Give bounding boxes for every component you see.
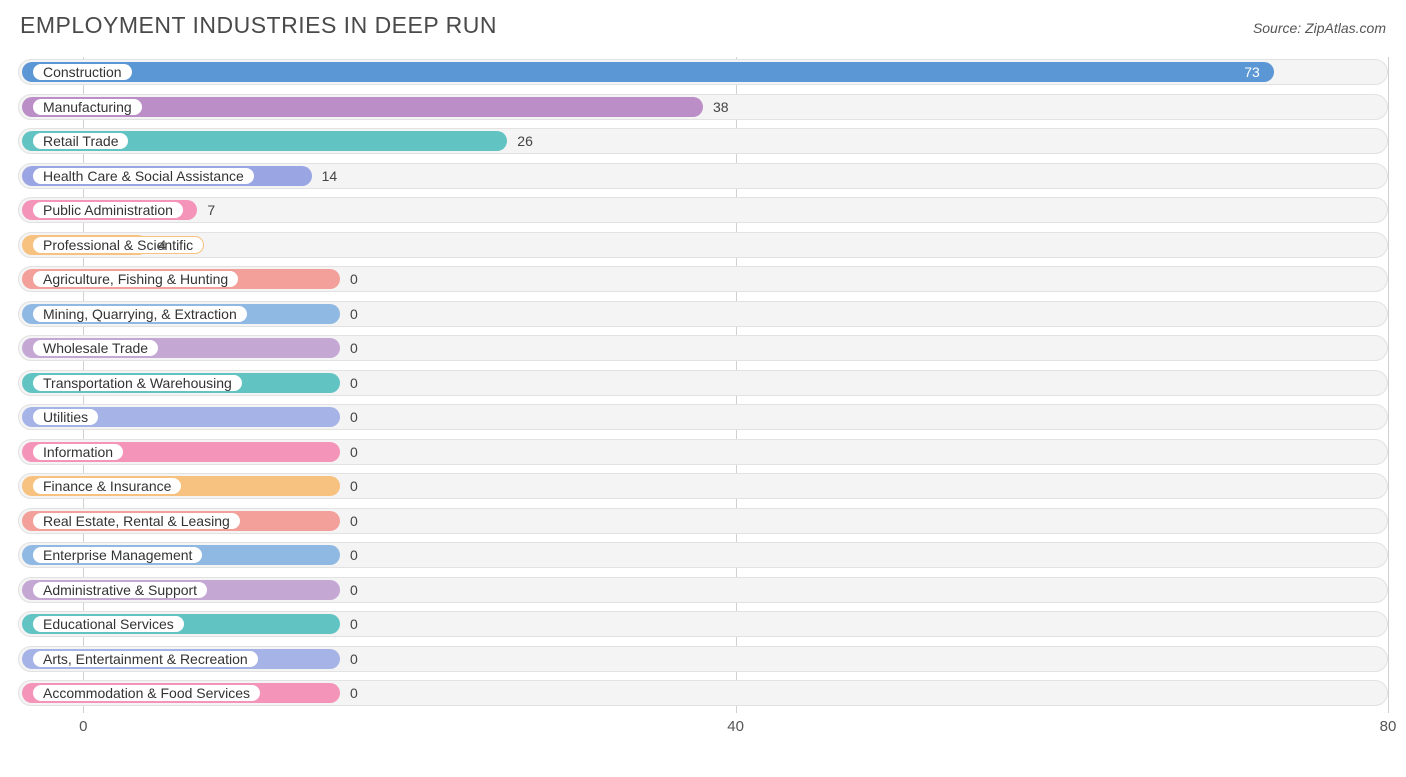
bar-row: Utilities 0 (18, 402, 1388, 432)
value-label: 0 (350, 513, 358, 529)
category-label: Health Care & Social Assistance (32, 167, 255, 185)
bar-row: Finance & Insurance 0 (18, 471, 1388, 501)
value-label: 0 (350, 478, 358, 494)
bar-row: Real Estate, Rental & Leasing 0 (18, 506, 1388, 536)
x-axis-tick-label: 0 (79, 718, 87, 735)
bar-row: Educational Services 0 (18, 609, 1388, 639)
category-label: Retail Trade (32, 132, 129, 150)
category-label: Manufacturing (32, 98, 143, 116)
value-label: 26 (517, 133, 533, 149)
chart-source: Source: ZipAtlas.com (1253, 20, 1386, 36)
bar-row: Retail Trade 26 (18, 126, 1388, 156)
bar-row: Enterprise Management 0 (18, 540, 1388, 570)
bar-row: Professional & Scientific4 (18, 230, 1388, 260)
category-label: Agriculture, Fishing & Hunting (32, 270, 239, 288)
value-label: 0 (350, 306, 358, 322)
bar-track (18, 197, 1388, 223)
bar-row: Information 0 (18, 437, 1388, 467)
value-label: 0 (350, 582, 358, 598)
category-label: Transportation & Warehousing (32, 374, 243, 392)
bar-track (18, 232, 1388, 258)
x-axis: 04080 (18, 714, 1388, 742)
bar-row: Wholesale Trade 0 (18, 333, 1388, 363)
category-label: Enterprise Management (32, 546, 203, 564)
bar-row: Health Care & Social Assistance 14 (18, 161, 1388, 191)
x-axis-tick-label: 40 (727, 718, 744, 735)
bar-row: Agriculture, Fishing & Hunting 0 (18, 264, 1388, 294)
category-label: Arts, Entertainment & Recreation (32, 650, 259, 668)
bar-row: Accommodation & Food Services 0 (18, 678, 1388, 708)
bar-row: Construction 73 (18, 57, 1388, 87)
grid-line (1388, 57, 1389, 713)
bar-row: Manufacturing 38 (18, 92, 1388, 122)
value-label: 0 (350, 409, 358, 425)
value-label: 0 (350, 685, 358, 701)
value-label: 0 (350, 375, 358, 391)
chart-area: Construction 73 Manufacturing 38 Retail Trad… (18, 57, 1388, 747)
bar-row: Public Administration 7 (18, 195, 1388, 225)
value-label: 73 (1244, 64, 1260, 80)
value-label: 0 (350, 271, 358, 287)
value-label: 38 (713, 99, 729, 115)
category-label: Wholesale Trade (32, 339, 159, 357)
x-axis-tick-label: 80 (1380, 718, 1397, 735)
value-label: 4 (158, 237, 166, 253)
category-label: Real Estate, Rental & Leasing (32, 512, 241, 530)
value-label: 7 (207, 202, 215, 218)
category-label: Administrative & Support (32, 581, 208, 599)
value-label: 0 (350, 616, 358, 632)
bar-row: Administrative & Support 0 (18, 575, 1388, 605)
chart-header: EMPLOYMENT INDUSTRIES IN DEEP RUN Source… (18, 12, 1388, 39)
value-label: 0 (350, 444, 358, 460)
chart-rows: Construction 73 Manufacturing 38 Retail Trad… (18, 57, 1388, 708)
category-label: Educational Services (32, 615, 185, 633)
bar-row: Transportation & Warehousing 0 (18, 368, 1388, 398)
category-label: Construction (32, 63, 133, 81)
value-label: 14 (322, 168, 338, 184)
category-label: Finance & Insurance (32, 477, 182, 495)
bar-row: Mining, Quarrying, & Extraction 0 (18, 299, 1388, 329)
category-label: Professional & Scientific (32, 236, 204, 254)
value-label: 0 (350, 547, 358, 563)
bar (22, 62, 1274, 82)
category-label: Public Administration (32, 201, 184, 219)
category-label: Information (32, 443, 124, 461)
bar-row: Arts, Entertainment & Recreation 0 (18, 644, 1388, 674)
category-label: Accommodation & Food Services (32, 684, 261, 702)
value-label: 0 (350, 651, 358, 667)
category-label: Utilities (32, 408, 99, 426)
category-label: Mining, Quarrying, & Extraction (32, 305, 248, 323)
chart-title: EMPLOYMENT INDUSTRIES IN DEEP RUN (20, 12, 497, 39)
value-label: 0 (350, 340, 358, 356)
